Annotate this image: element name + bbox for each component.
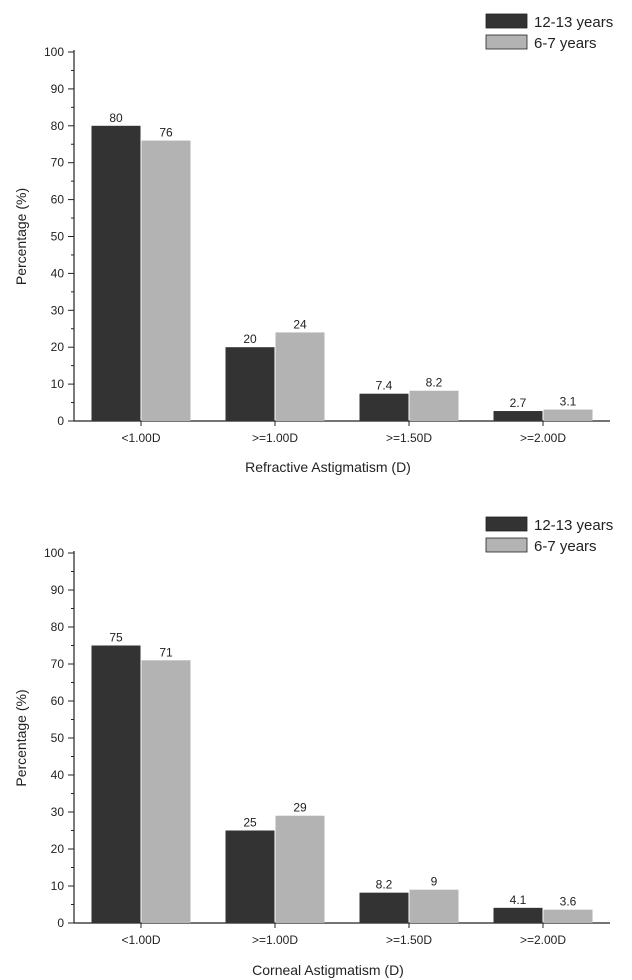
data-label: 4.1 — [510, 893, 527, 907]
y-tick-label: 0 — [57, 414, 64, 428]
refractive-astigmatism-chart: 0 10 20 30 40 50 60 70 80 90 100 <1.00D 80 76 >=1.00D 2… — [13, 13, 613, 475]
data-label: 9 — [431, 875, 438, 889]
x-tick-label: >=1.00D — [252, 933, 298, 947]
legend-label: 6-7 years — [534, 538, 597, 555]
bar-12-13-years-3 — [493, 411, 543, 421]
y-tick-label: 70 — [51, 657, 65, 671]
bar-6-7-years-0 — [141, 140, 191, 421]
x-tick-label: <1.00D — [121, 431, 160, 445]
bar-6-7-years-3 — [543, 909, 593, 923]
bar-6-7-years-1 — [275, 332, 325, 421]
y-tick-label: 10 — [51, 879, 65, 893]
legend-swatch — [485, 34, 528, 50]
y-tick-label: 60 — [51, 193, 65, 207]
x-tick-label: >=2.00D — [520, 431, 566, 445]
data-label: 76 — [159, 126, 173, 140]
x-tick-label: >=2.00D — [520, 933, 566, 947]
y-tick-label: 30 — [51, 805, 65, 819]
y-tick-label: 70 — [51, 156, 65, 170]
y-tick-label: 90 — [51, 583, 65, 597]
y-tick-label: 80 — [51, 119, 65, 133]
y-tick-label: 20 — [51, 340, 65, 354]
legend-swatch — [485, 537, 528, 553]
y-tick-label: 0 — [57, 916, 64, 930]
data-label: 25 — [243, 816, 257, 830]
x-axis-title: Corneal Astigmatism (D) — [252, 962, 404, 978]
bar-12-13-years-3 — [493, 907, 543, 923]
data-label: 80 — [109, 111, 123, 125]
data-label: 75 — [109, 631, 123, 645]
bar-12-13-years-0 — [91, 125, 141, 422]
y-tick-label: 60 — [51, 694, 65, 708]
y-axis-title: Percentage (%) — [13, 188, 29, 285]
data-label: 8.2 — [376, 878, 393, 892]
y-tick-label: 100 — [44, 546, 64, 560]
bar-6-7-years-2 — [409, 390, 459, 421]
corneal-astigmatism-chart: 0 10 20 30 40 50 60 70 80 90 100 <1.00D 75 71 >=1.00D 2… — [13, 516, 613, 978]
bar-6-7-years-2 — [409, 889, 459, 923]
x-tick-label: <1.00D — [121, 933, 160, 947]
y-tick-label: 50 — [51, 230, 65, 244]
bar-12-13-years-1 — [225, 347, 275, 421]
bar-12-13-years-1 — [225, 830, 275, 923]
data-label: 8.2 — [426, 376, 443, 390]
x-tick-label: >=1.00D — [252, 431, 298, 445]
y-tick-label: 80 — [51, 620, 65, 634]
x-axis-title: Refractive Astigmatism (D) — [245, 459, 411, 475]
data-label: 7.4 — [376, 379, 393, 393]
data-label: 3.6 — [560, 895, 577, 909]
legend-swatch — [485, 516, 528, 532]
legend-label: 12-13 years — [534, 517, 613, 534]
data-label: 71 — [159, 645, 173, 659]
data-label: 29 — [293, 801, 307, 815]
bar-6-7-years-3 — [543, 409, 593, 421]
bar-12-13-years-0 — [91, 645, 141, 923]
data-label: 20 — [243, 332, 257, 346]
y-tick-label: 40 — [51, 266, 65, 280]
data-label: 24 — [293, 317, 307, 331]
y-tick-label: 90 — [51, 82, 65, 96]
y-tick-label: 100 — [44, 45, 64, 59]
legend-swatch — [485, 13, 528, 29]
y-tick-label: 30 — [51, 303, 65, 317]
y-tick-label: 10 — [51, 377, 65, 391]
legend: 12-13 years 6-7 years — [485, 516, 613, 555]
y-tick-label: 20 — [51, 842, 65, 856]
bar-6-7-years-0 — [141, 660, 191, 923]
bar-12-13-years-2 — [359, 892, 409, 923]
x-tick-label: >=1.50D — [386, 431, 432, 445]
legend-label: 6-7 years — [534, 35, 597, 52]
y-axis-title: Percentage (%) — [13, 689, 29, 786]
legend-label: 12-13 years — [534, 14, 613, 31]
x-tick-label: >=1.50D — [386, 933, 432, 947]
data-label: 2.7 — [510, 396, 527, 410]
bar-6-7-years-1 — [275, 815, 325, 923]
y-tick-label: 40 — [51, 768, 65, 782]
legend: 12-13 years 6-7 years — [485, 13, 613, 52]
data-label: 3.1 — [560, 395, 577, 409]
y-tick-label: 50 — [51, 731, 65, 745]
bar-12-13-years-2 — [359, 393, 409, 421]
